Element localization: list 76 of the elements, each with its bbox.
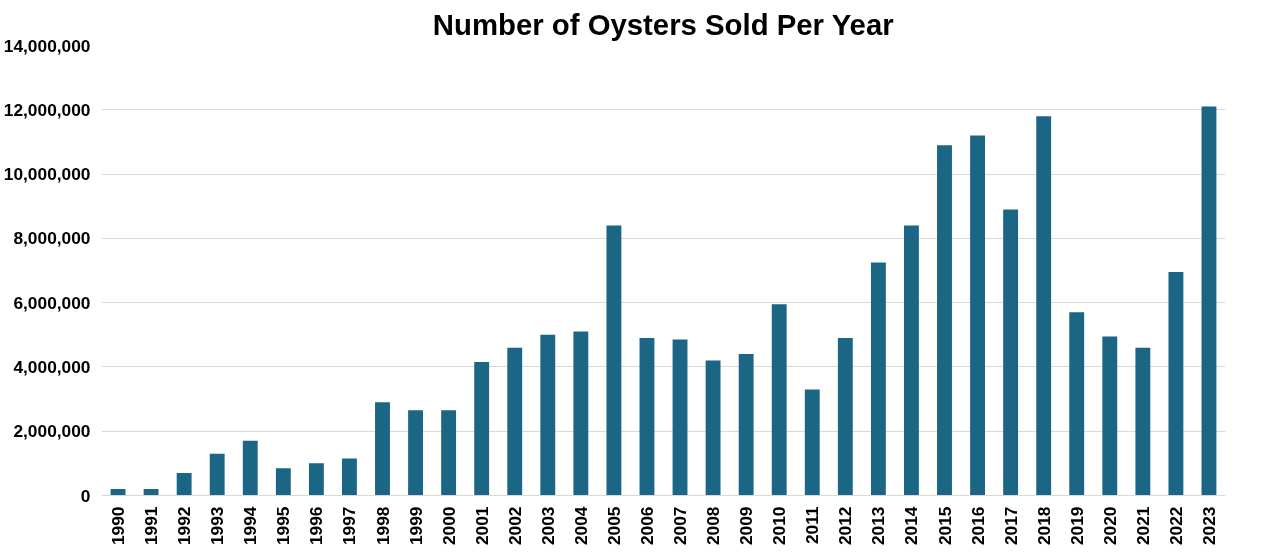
bar [342,458,357,496]
bar [507,347,523,496]
x-tick-label: 2005 [603,506,624,546]
bar [242,440,258,496]
x-tick-label: 2004 [570,506,591,546]
y-tick-label: 4,000,000 [13,356,91,377]
bar [573,331,589,496]
bar [738,354,754,496]
y-tick-label: 2,000,000 [13,421,91,442]
bar [441,410,457,496]
bar [970,135,985,496]
x-tick-label: 2001 [471,506,492,546]
bar [375,402,390,496]
x-tick-label: 2007 [670,506,691,546]
x-tick-label: 1993 [207,506,228,546]
x-tick-label: 2017 [1000,506,1021,546]
bar [176,473,192,496]
x-tick-label: 2008 [703,506,724,546]
bar [1003,209,1019,496]
x-tick-label: 1990 [108,506,129,546]
x-tick-label: 2022 [1165,506,1186,546]
y-tick-label: 0 [80,485,91,506]
bar [1102,336,1118,496]
x-tick-label: 2009 [736,506,757,546]
bar [837,338,853,496]
x-tick-label: 2014 [901,506,922,546]
x-tick-label: 2002 [504,506,525,546]
x-tick-label: 2023 [1198,506,1219,546]
chart-title: Number of Oysters Sold Per Year [432,7,894,41]
y-tick-label: 14,000,000 [3,35,91,56]
bar [408,410,423,496]
x-tick-label: 2003 [537,506,558,546]
x-tick-label: 1998 [372,506,393,546]
x-tick-label: 2015 [934,506,955,546]
x-tick-label: 1995 [273,506,294,546]
x-tick-label: 2016 [967,506,988,546]
bar [672,339,688,496]
x-tick-label: 1992 [174,506,195,546]
x-tick-label: 2006 [636,506,657,546]
x-tick-label: 2013 [868,506,889,546]
y-tick-label: 12,000,000 [3,99,91,120]
bar [904,225,919,496]
y-tick-label: 10,000,000 [3,164,91,185]
bar [143,489,159,496]
x-tick-label: 2019 [1066,506,1087,546]
bar [639,338,655,496]
x-tick-label: 1996 [306,506,327,546]
bar [1135,347,1151,496]
bar [209,453,225,496]
bar [1069,312,1085,496]
bar [308,463,324,496]
x-tick-label: 2021 [1132,506,1153,546]
x-tick-label: 2018 [1033,506,1054,546]
bar [804,389,820,496]
bar [275,468,291,496]
bar [705,360,721,496]
x-tick-label: 2010 [769,506,790,546]
bar [870,262,886,496]
bar [1201,106,1217,496]
bar [1036,116,1052,496]
x-tick-label: 2020 [1099,506,1120,546]
x-tick-label: 2000 [438,506,459,546]
bar [1168,272,1184,496]
bar [606,225,622,496]
bar [937,145,952,496]
x-tick-label: 1991 [141,506,162,546]
x-tick-label: 2012 [835,506,856,546]
x-tick-label: 1997 [339,506,360,546]
bar [540,334,556,496]
x-tick-label: 1994 [240,506,261,546]
x-tick-label: 2011 [802,506,823,545]
y-tick-label: 6,000,000 [13,292,91,313]
bar [771,304,787,496]
bar [474,362,490,496]
x-tick-label: 1999 [405,506,426,546]
y-tick-label: 8,000,000 [13,228,91,249]
